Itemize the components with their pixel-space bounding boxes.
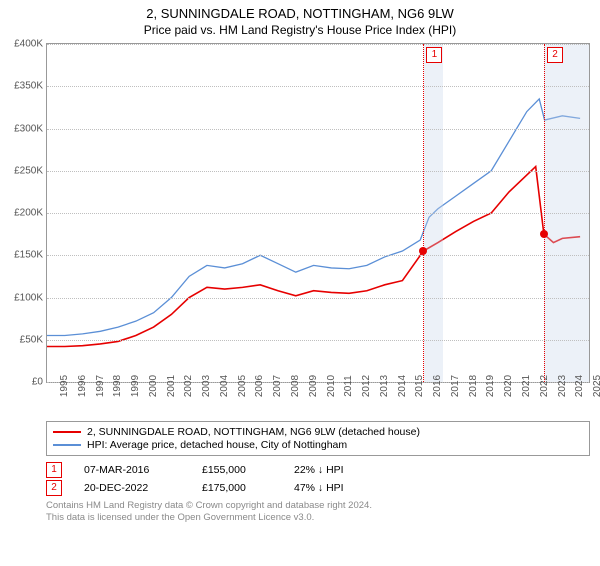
gridline	[47, 171, 589, 172]
footnote-line: Contains HM Land Registry data © Crown c…	[46, 500, 590, 512]
sale-diff: 47% ↓ HPI	[294, 482, 374, 494]
gridline	[47, 86, 589, 87]
marker-dot	[540, 230, 548, 238]
sale-price: £175,000	[202, 482, 272, 494]
y-axis-label: £50K	[20, 334, 43, 345]
chart-subtitle: Price paid vs. HM Land Registry's House …	[0, 23, 600, 37]
sales-row: 1 07-MAR-2016 £155,000 22% ↓ HPI	[46, 462, 590, 478]
series-line-hpi	[47, 99, 580, 336]
sales-table: 1 07-MAR-2016 £155,000 22% ↓ HPI 2 20-DE…	[46, 462, 590, 496]
y-axis-label: £250K	[14, 165, 43, 176]
gridline	[47, 213, 589, 214]
x-axis-label: 2025	[580, 375, 600, 397]
sale-marker-box: 1	[46, 462, 62, 478]
marker-line	[423, 44, 424, 382]
y-axis-label: £0	[32, 377, 43, 388]
y-axis-label: £200K	[14, 208, 43, 219]
sale-marker-box: 2	[46, 480, 62, 496]
legend-label: 2, SUNNINGDALE ROAD, NOTTINGHAM, NG6 9LW…	[87, 426, 420, 438]
y-axis-label: £100K	[14, 292, 43, 303]
legend-row: HPI: Average price, detached house, City…	[53, 439, 583, 451]
legend-label: HPI: Average price, detached house, City…	[87, 439, 347, 451]
marker-dot	[419, 247, 427, 255]
sale-date: 20-DEC-2022	[84, 482, 180, 494]
y-axis-label: £150K	[14, 250, 43, 261]
marker-line	[544, 44, 545, 382]
legend-swatch	[53, 444, 81, 446]
gridline	[47, 255, 589, 256]
gridline	[47, 340, 589, 341]
series-line-price_paid	[47, 167, 580, 347]
footnote: Contains HM Land Registry data © Crown c…	[46, 500, 590, 524]
gridline	[47, 298, 589, 299]
y-axis-label: £350K	[14, 81, 43, 92]
sale-date: 07-MAR-2016	[84, 464, 180, 476]
sale-price: £155,000	[202, 464, 272, 476]
legend-box: 2, SUNNINGDALE ROAD, NOTTINGHAM, NG6 9LW…	[46, 421, 590, 456]
chart-plot-area: £0£50K£100K£150K£200K£250K£300K£350K£400…	[46, 43, 590, 383]
chart-container: 2, SUNNINGDALE ROAD, NOTTINGHAM, NG6 9LW…	[0, 6, 600, 566]
y-axis-label: £400K	[14, 39, 43, 50]
chart-title: 2, SUNNINGDALE ROAD, NOTTINGHAM, NG6 9LW	[0, 6, 600, 21]
y-axis-label: £300K	[14, 123, 43, 134]
legend-swatch	[53, 431, 81, 433]
gridline	[47, 129, 589, 130]
footnote-line: This data is licensed under the Open Gov…	[46, 512, 590, 524]
legend-row: 2, SUNNINGDALE ROAD, NOTTINGHAM, NG6 9LW…	[53, 426, 583, 438]
marker-box: 1	[426, 47, 442, 63]
marker-box: 2	[547, 47, 563, 63]
sales-row: 2 20-DEC-2022 £175,000 47% ↓ HPI	[46, 480, 590, 496]
sale-diff: 22% ↓ HPI	[294, 464, 374, 476]
gridline	[47, 44, 589, 45]
